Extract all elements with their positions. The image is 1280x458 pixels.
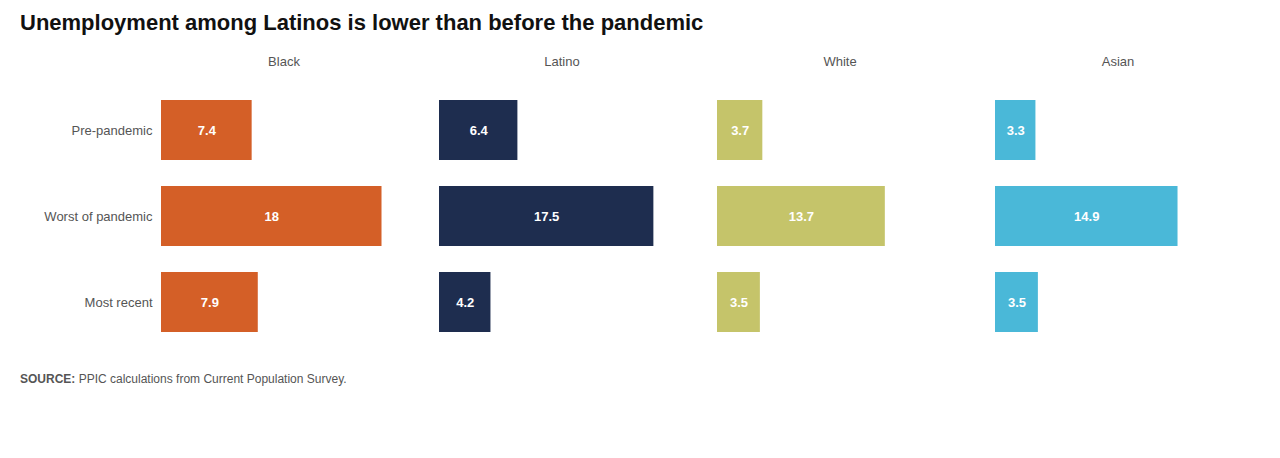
- svg-text:17.5: 17.5: [534, 209, 559, 224]
- svg-text:6.4: 6.4: [470, 123, 489, 138]
- svg-text:3.5: 3.5: [1008, 295, 1026, 310]
- html-text:Unemployment among Latinos is: Unemployment among Latinos is lower than…: [20, 10, 704, 35]
- svg-text:7.9: 7.9: [201, 295, 219, 310]
- svg-text:7.4: 7.4: [198, 123, 217, 138]
- svg-text:Latino: Latino: [544, 54, 579, 69]
- svg-text:White: White: [823, 54, 856, 69]
- svg-text:3.7: 3.7: [731, 123, 749, 138]
- svg-text:18: 18: [265, 209, 279, 224]
- svg-text:Pre-pandemic: Pre-pandemic: [72, 123, 153, 138]
- svg-text:Black: Black: [268, 54, 300, 69]
- svg-text:13.7: 13.7: [789, 209, 814, 224]
- svg-text:4.2: 4.2: [456, 295, 474, 310]
- svg-text:Most recent: Most recent: [85, 295, 153, 310]
- svg-text:Worst of pandemic: Worst of pandemic: [44, 209, 153, 224]
- svg-text:14.9: 14.9: [1074, 209, 1099, 224]
- svg-text:Asian: Asian: [1102, 54, 1135, 69]
- svg-text:3.3: 3.3: [1007, 123, 1025, 138]
- html-text:SOURCE: PPIC calculations from: SOURCE: PPIC calculations from Current P…: [20, 372, 347, 387]
- svg-text:3.5: 3.5: [730, 295, 748, 310]
